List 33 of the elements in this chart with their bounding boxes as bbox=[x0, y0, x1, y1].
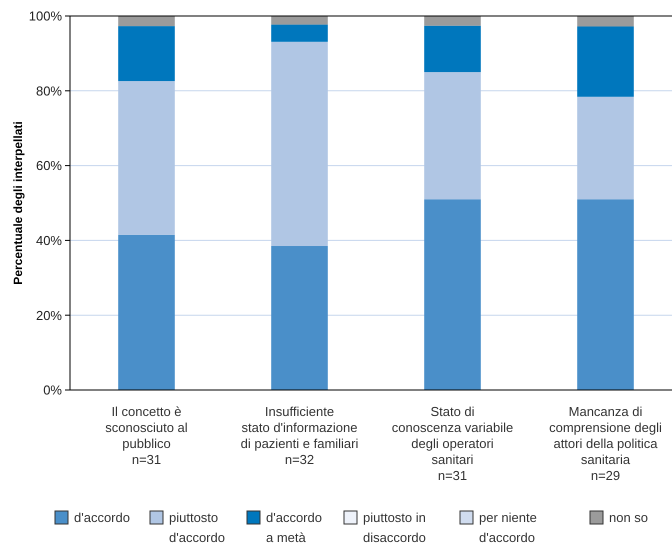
y-tick-label: 100% bbox=[28, 8, 62, 24]
y-tick-label: 0% bbox=[43, 382, 62, 398]
y-tick-label: 20% bbox=[36, 308, 62, 323]
y-axis-title: Percentuale degli interpellati bbox=[11, 121, 25, 285]
bar bbox=[271, 16, 328, 25]
bar bbox=[271, 24, 328, 42]
bar bbox=[271, 246, 328, 390]
legend-label: piuttosto d'accordo bbox=[169, 510, 225, 545]
bar bbox=[577, 96, 634, 200]
x-tick-label: Insufficiente stato d'informazione di pazienti e familiari n=32 bbox=[240, 404, 358, 467]
bar bbox=[424, 26, 481, 72]
legend-label: non so bbox=[609, 510, 648, 525]
legend-label: per niente d'accordo bbox=[479, 510, 537, 545]
x-tick-label: Mancanza di comprensione degli attori della politica sanitaria n=29 bbox=[549, 404, 662, 483]
bar bbox=[424, 199, 481, 390]
y-tick-label: 40% bbox=[36, 232, 62, 248]
y-tick-label: 60% bbox=[36, 158, 62, 174]
x-tick-label: Stato di conoscenza variabile degli operatori sanitari n=31 bbox=[392, 404, 514, 483]
bar bbox=[118, 234, 175, 390]
bar bbox=[271, 42, 328, 246]
legend-label: d'accordo a metà bbox=[266, 510, 322, 545]
legend-label: d'accordo bbox=[74, 510, 130, 525]
legend-label: piuttosto in disaccordo bbox=[363, 510, 426, 545]
bar bbox=[118, 26, 175, 82]
y-tick-label: 80% bbox=[36, 83, 62, 98]
bar bbox=[424, 16, 481, 26]
bar bbox=[577, 16, 634, 26]
bar bbox=[577, 26, 634, 97]
bar bbox=[118, 81, 175, 235]
bar bbox=[577, 199, 634, 390]
bar bbox=[118, 16, 175, 26]
bar bbox=[424, 72, 481, 200]
x-tick-label: Il concetto è sconosciuto al pubblico n=31 bbox=[105, 404, 188, 467]
